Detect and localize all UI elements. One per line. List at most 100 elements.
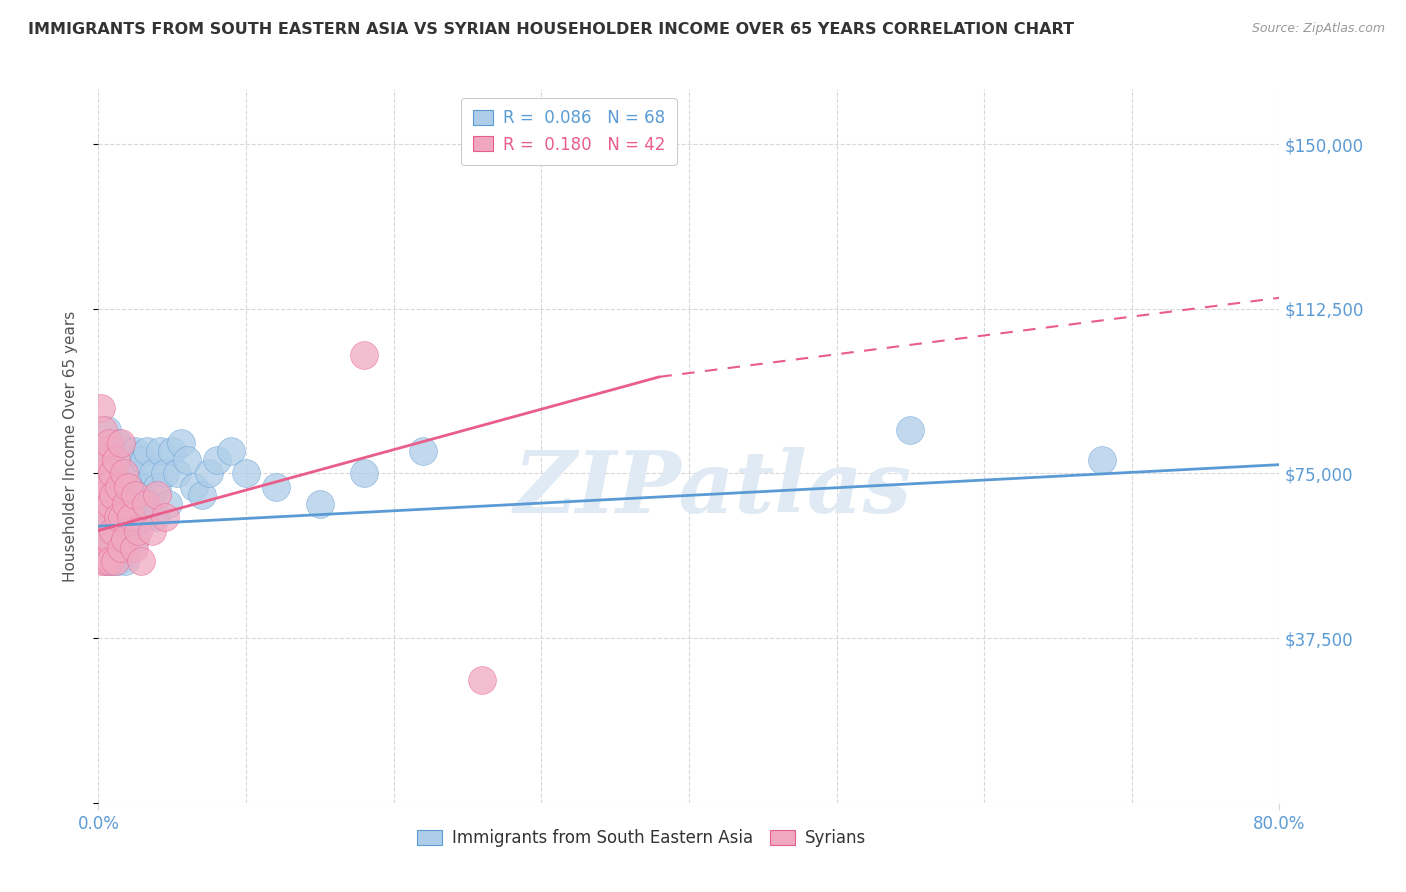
Point bbox=[94, 554, 117, 568]
Point bbox=[205, 453, 228, 467]
Point bbox=[153, 467, 176, 481]
Point bbox=[198, 467, 221, 481]
Point bbox=[91, 467, 114, 481]
Point bbox=[264, 480, 287, 494]
Point bbox=[115, 497, 138, 511]
Point bbox=[900, 423, 922, 437]
Point bbox=[166, 467, 188, 481]
Point bbox=[471, 673, 494, 687]
Point bbox=[139, 497, 162, 511]
Point bbox=[114, 554, 136, 568]
Point bbox=[103, 524, 125, 538]
Point bbox=[117, 444, 139, 458]
Point bbox=[100, 467, 122, 481]
Point bbox=[108, 480, 131, 494]
Point bbox=[107, 510, 129, 524]
Point bbox=[145, 510, 167, 524]
Point bbox=[96, 480, 118, 494]
Point bbox=[114, 453, 136, 467]
Point bbox=[110, 541, 132, 555]
Point bbox=[117, 524, 139, 538]
Point bbox=[129, 480, 152, 494]
Point bbox=[98, 533, 121, 547]
Point bbox=[120, 497, 142, 511]
Text: ZIPatlas: ZIPatlas bbox=[513, 447, 911, 531]
Point bbox=[91, 467, 114, 481]
Legend: Immigrants from South Eastern Asia, Syrians: Immigrants from South Eastern Asia, Syri… bbox=[409, 821, 875, 855]
Point bbox=[107, 554, 129, 568]
Point bbox=[103, 467, 125, 481]
Point bbox=[97, 435, 120, 450]
Point bbox=[93, 533, 115, 547]
Point bbox=[103, 524, 125, 538]
Point bbox=[235, 467, 257, 481]
Point bbox=[94, 453, 117, 467]
Point bbox=[353, 467, 375, 481]
Point bbox=[97, 480, 120, 494]
Point bbox=[176, 453, 198, 467]
Point bbox=[134, 453, 156, 467]
Point bbox=[115, 497, 138, 511]
Point bbox=[96, 423, 118, 437]
Point bbox=[98, 444, 121, 458]
Point bbox=[90, 554, 112, 568]
Point bbox=[1091, 453, 1114, 467]
Point bbox=[100, 554, 122, 568]
Point bbox=[412, 444, 434, 458]
Point bbox=[110, 533, 132, 547]
Point bbox=[98, 554, 121, 568]
Point bbox=[94, 453, 117, 467]
Point bbox=[128, 488, 150, 502]
Point bbox=[114, 533, 136, 547]
Point bbox=[136, 444, 159, 458]
Point bbox=[104, 488, 127, 502]
Point bbox=[118, 480, 141, 494]
Text: IMMIGRANTS FROM SOUTH EASTERN ASIA VS SYRIAN HOUSEHOLDER INCOME OVER 65 YEARS CO: IMMIGRANTS FROM SOUTH EASTERN ASIA VS SY… bbox=[28, 22, 1074, 37]
Point bbox=[91, 541, 114, 555]
Point bbox=[162, 444, 183, 458]
Point bbox=[97, 533, 120, 547]
Point bbox=[100, 497, 122, 511]
Point bbox=[125, 510, 148, 524]
Point bbox=[111, 510, 134, 524]
Point bbox=[117, 480, 139, 494]
Point bbox=[146, 480, 169, 494]
Point bbox=[90, 444, 112, 458]
Point bbox=[91, 423, 114, 437]
Point bbox=[110, 467, 132, 481]
Point bbox=[122, 541, 145, 555]
Point bbox=[105, 510, 128, 524]
Point bbox=[353, 348, 375, 362]
Point bbox=[132, 510, 155, 524]
Point bbox=[89, 480, 111, 494]
Point bbox=[112, 510, 135, 524]
Point bbox=[129, 554, 152, 568]
Point bbox=[91, 510, 114, 524]
Point bbox=[124, 488, 146, 502]
Point bbox=[141, 524, 163, 538]
Point bbox=[104, 554, 127, 568]
Point bbox=[221, 444, 243, 458]
Point bbox=[110, 435, 132, 450]
Point bbox=[124, 444, 146, 458]
Point bbox=[124, 533, 146, 547]
Text: Source: ZipAtlas.com: Source: ZipAtlas.com bbox=[1251, 22, 1385, 36]
Point bbox=[90, 401, 112, 415]
Point bbox=[121, 467, 143, 481]
Point bbox=[98, 497, 121, 511]
Point bbox=[170, 435, 193, 450]
Point bbox=[89, 497, 111, 511]
Point bbox=[183, 480, 205, 494]
Point bbox=[90, 510, 112, 524]
Point bbox=[105, 453, 128, 467]
Point bbox=[94, 554, 117, 568]
Point bbox=[142, 467, 165, 481]
Point bbox=[93, 497, 115, 511]
Point bbox=[108, 497, 131, 511]
Point bbox=[96, 510, 118, 524]
Point bbox=[146, 488, 169, 502]
Point bbox=[105, 453, 128, 467]
Point bbox=[111, 488, 134, 502]
Point bbox=[191, 488, 214, 502]
Point bbox=[97, 510, 120, 524]
